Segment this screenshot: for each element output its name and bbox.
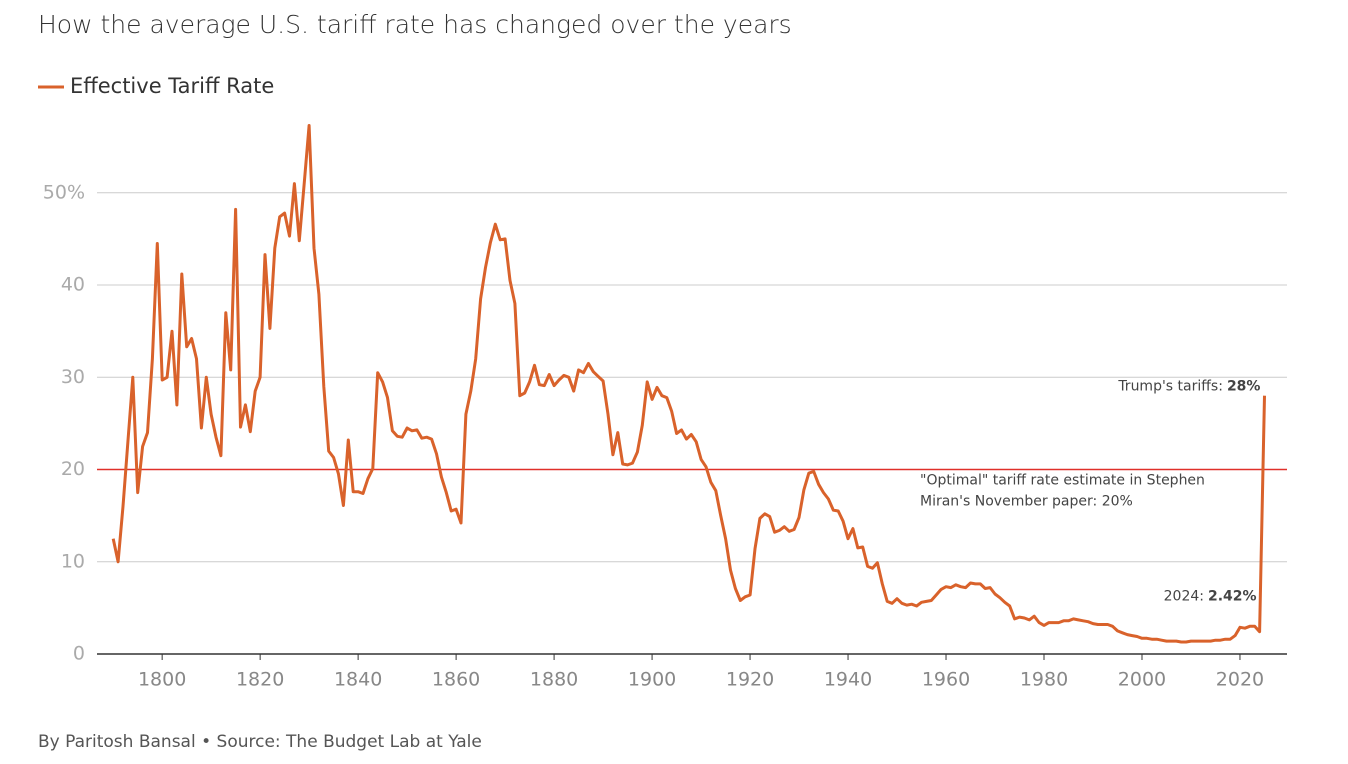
x-tick-label: 1820 — [236, 669, 284, 691]
legend-label: Effective Tariff Rate — [70, 74, 274, 98]
x-tick-label: 2020 — [1216, 669, 1264, 691]
x-tick-label: 1880 — [530, 669, 578, 691]
y-tick-label: 10 — [61, 550, 85, 572]
y-tick-label: 0 — [73, 643, 85, 665]
series-line — [111, 124, 1266, 644]
chart-title: How the average U.S. tariff rate has cha… — [38, 10, 792, 39]
annotation-text: 2024: — [1164, 589, 1204, 605]
annotation-value: 28% — [1227, 379, 1261, 395]
x-tick-label: 1840 — [334, 669, 382, 691]
x-tick-label: 1800 — [138, 669, 186, 691]
x-tick-label: 1860 — [432, 669, 480, 691]
x-tick-label: 2000 — [1118, 669, 1166, 691]
x-tick-label: 1900 — [628, 669, 676, 691]
footer: By Paritosh Bansal • Source: The Budget … — [38, 732, 482, 752]
reference-label: Miran's November paper: 20% — [920, 494, 1133, 510]
y-tick-label: 40 — [61, 274, 85, 296]
reference-label: "Optimal" tariff rate estimate in Stephe… — [920, 473, 1205, 489]
annotation-text: Trump's tariffs: — [1117, 379, 1223, 395]
y-tick-label: 50% — [43, 181, 85, 203]
annotation: 2024: 2.42% — [1164, 589, 1257, 605]
y-tick-label: 20 — [61, 458, 85, 480]
x-tick-label: 1940 — [824, 669, 872, 691]
x-tick-label: 1980 — [1020, 669, 1068, 691]
annotation-value: 2.42% — [1208, 589, 1257, 605]
x-tick-label: 1920 — [726, 669, 774, 691]
x-tick-label: 1960 — [922, 669, 970, 691]
annotation: Trump's tariffs: 28% — [1117, 379, 1260, 395]
y-tick-label: 30 — [61, 366, 85, 388]
